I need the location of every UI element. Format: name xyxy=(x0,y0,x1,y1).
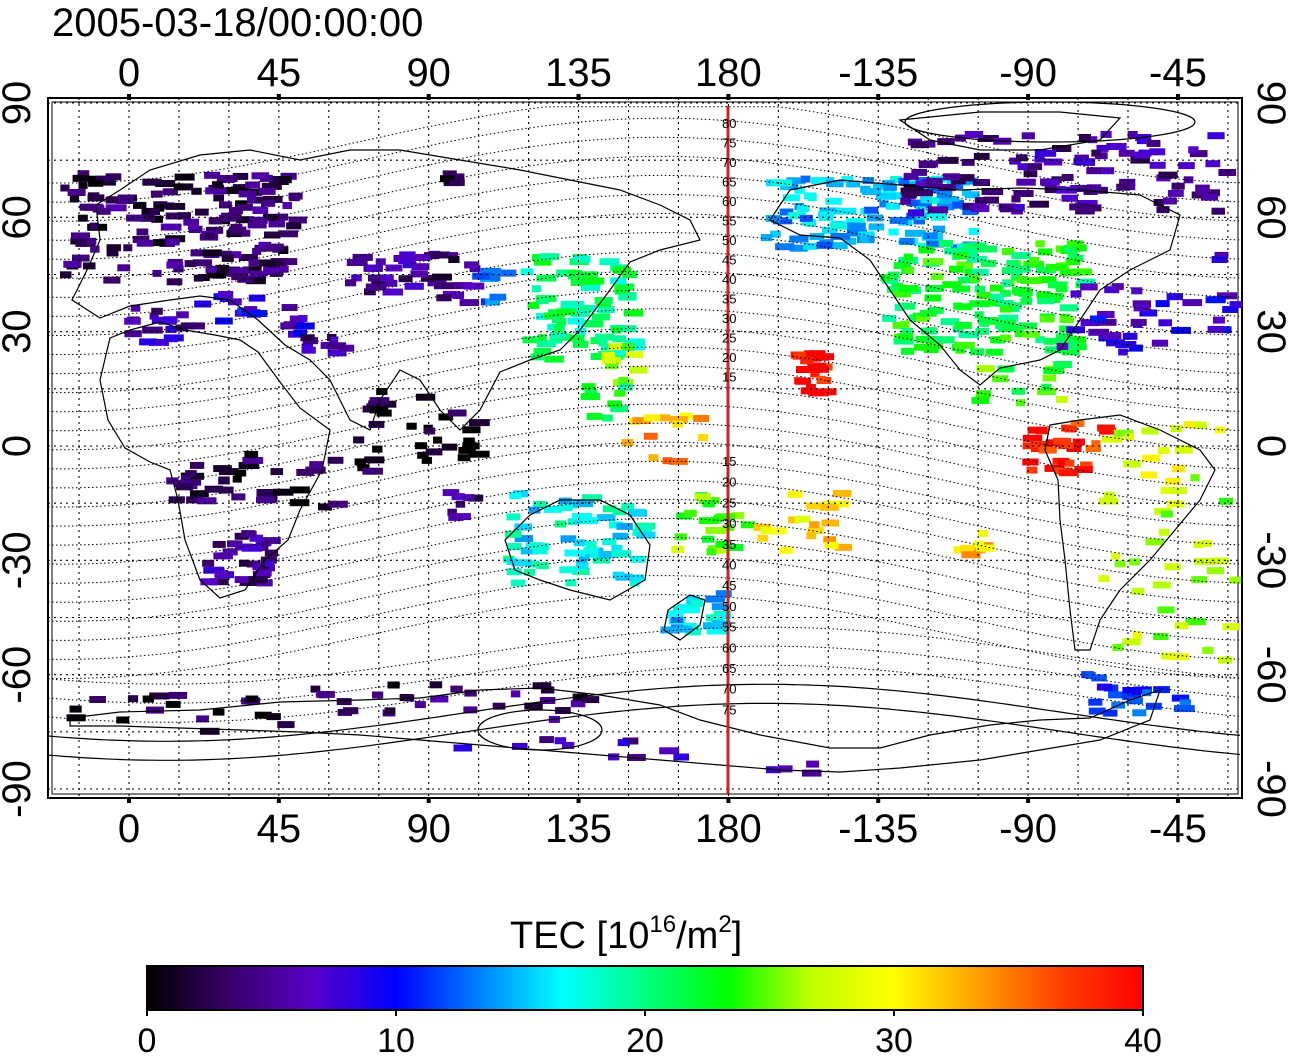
bottom-lon-label: -90 xyxy=(999,807,1057,851)
dateline-label: 65 xyxy=(722,661,736,676)
bottom-lon-label: 90 xyxy=(406,807,451,851)
dateline-label: 60 xyxy=(722,640,736,655)
dateline-contour-labels: 80 75 70 65 60 55 50 45 40 35 30 25 20 15 15 20 25 30 35 40… xyxy=(722,116,736,717)
bottom-lon-label: 45 xyxy=(257,807,302,851)
dateline-label: 75 xyxy=(722,136,736,151)
dateline-label: 25 xyxy=(722,331,736,346)
dateline-label: 70 xyxy=(722,682,736,697)
top-lon-label: 180 xyxy=(695,51,762,95)
dateline-label: 40 xyxy=(722,272,736,287)
dateline-label: 70 xyxy=(722,155,736,170)
colorbar-tick-label: 30 xyxy=(875,1022,913,1057)
dateline-label: 60 xyxy=(722,194,736,209)
tec-data-cells xyxy=(60,130,1242,777)
colorbar-tick-label: 10 xyxy=(377,1022,415,1057)
colorbar-tick-label: 40 xyxy=(1124,1022,1162,1057)
dateline-label: 55 xyxy=(722,620,736,635)
dateline-label: 50 xyxy=(722,599,736,614)
dateline-label: 50 xyxy=(722,233,736,248)
colorbar: TEC [1016/m2] 0 10 20 30 40 xyxy=(138,911,1162,1057)
colorbar-tick-label: 20 xyxy=(626,1022,664,1057)
right-lat-label: -60 xyxy=(1249,646,1292,704)
left-latitude-labels: 90 60 30 0 -30 -60 -90 xyxy=(0,81,39,818)
colorbar-tick-labels: 0 10 20 30 40 xyxy=(138,1010,1162,1057)
colorbar-tick-label: 0 xyxy=(138,1022,157,1057)
colorbar-gradient xyxy=(146,965,1144,1011)
dateline-label: 80 xyxy=(722,116,736,131)
bottom-lon-label: 0 xyxy=(118,807,140,851)
left-lat-label: 30 xyxy=(0,309,39,354)
bottom-lon-label: 135 xyxy=(545,807,612,851)
top-longitude-labels: 0 45 90 135 180 -135 -90 -45 xyxy=(118,51,1207,100)
right-lat-label: 30 xyxy=(1249,309,1292,354)
right-lat-label: 90 xyxy=(1249,81,1292,126)
dateline-label: 55 xyxy=(722,214,736,229)
dateline-label: 35 xyxy=(722,292,736,307)
left-lat-label: 90 xyxy=(0,81,39,126)
dateline-label: 40 xyxy=(722,558,736,573)
left-lat-label: 60 xyxy=(0,195,39,240)
dateline-label: 25 xyxy=(722,495,736,510)
bottom-lon-label: 180 xyxy=(695,807,762,851)
left-lat-label: -30 xyxy=(0,531,39,589)
right-lat-label: -90 xyxy=(1249,760,1292,818)
bottom-lon-label: -45 xyxy=(1149,807,1207,851)
dateline-label: 45 xyxy=(722,253,736,268)
bottom-lon-label: -135 xyxy=(838,807,918,851)
dateline-label: 35 xyxy=(722,537,736,552)
right-lat-label: 0 xyxy=(1249,435,1292,457)
dateline-label: 75 xyxy=(722,702,736,717)
top-lon-label: -135 xyxy=(838,51,918,95)
left-lat-label: -60 xyxy=(0,646,39,704)
top-lon-label: 90 xyxy=(406,51,451,95)
top-lon-label: 135 xyxy=(545,51,612,95)
left-lat-label: 0 xyxy=(0,435,39,457)
colorbar-title: TEC [1016/m2] xyxy=(510,911,742,957)
coastlines xyxy=(69,111,1216,773)
top-lon-label: 45 xyxy=(257,51,302,95)
left-lat-label: -90 xyxy=(0,760,39,818)
dateline-label: 15 xyxy=(722,454,736,469)
top-lon-label: -45 xyxy=(1149,51,1207,95)
top-lon-label: -90 xyxy=(999,51,1057,95)
magnetic-latitude-contours xyxy=(48,101,1241,761)
dateline-label: 30 xyxy=(722,311,736,326)
dateline-label: 65 xyxy=(722,175,736,190)
dateline-label: 20 xyxy=(722,475,736,490)
dateline-label: 45 xyxy=(722,578,736,593)
lat-lon-grid xyxy=(48,98,1242,798)
dateline-label: 20 xyxy=(722,350,736,365)
right-latitude-labels: 90 60 30 0 -30 -60 -90 xyxy=(1249,81,1292,818)
bottom-longitude-labels: 0 45 90 135 180 -135 -90 -45 xyxy=(118,797,1207,851)
right-lat-label: -30 xyxy=(1249,531,1292,589)
map-title: 2005-03-18/00:00:00 xyxy=(52,1,423,45)
right-lat-label: 60 xyxy=(1249,195,1292,240)
dateline-label: 15 xyxy=(722,370,736,385)
dateline-label: 30 xyxy=(722,516,736,531)
top-lon-label: 0 xyxy=(118,51,140,95)
